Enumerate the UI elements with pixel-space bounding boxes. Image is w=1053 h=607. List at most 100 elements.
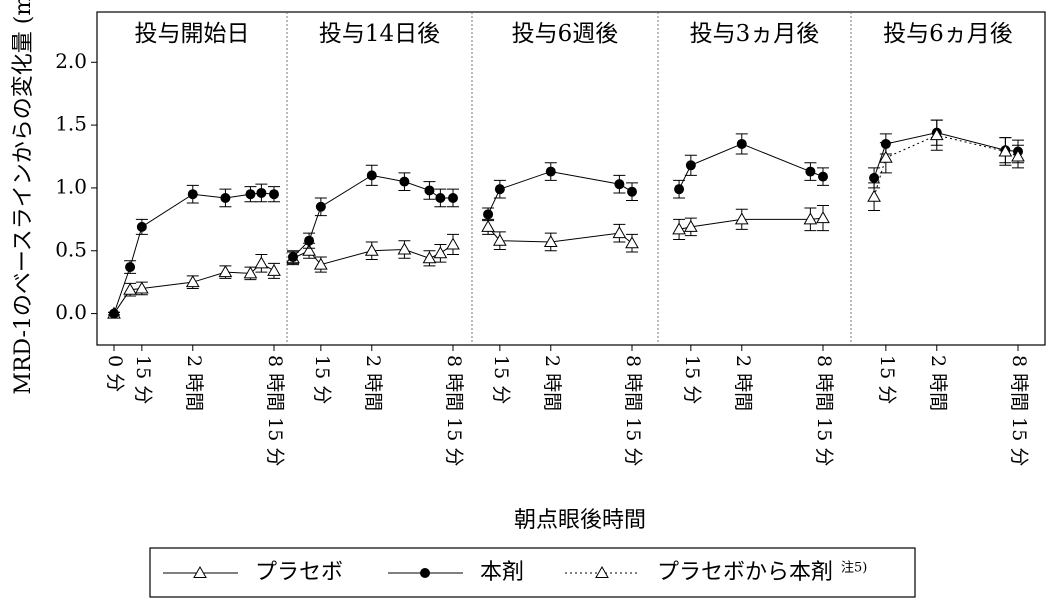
y-tick-label: 1.0	[55, 174, 87, 198]
legend-label: プラセボから本剤	[657, 560, 833, 585]
data-point	[364, 243, 379, 256]
data-point	[545, 166, 556, 177]
data-point	[625, 236, 639, 249]
x-tick-label: 2 時間	[183, 355, 205, 411]
series-line	[113, 192, 275, 314]
x-tick-label: 8 時間 15 分	[813, 355, 835, 466]
plot-frame	[96, 11, 1046, 346]
data-point	[612, 226, 627, 239]
data-point	[867, 189, 881, 202]
panel-title: 投与開始日	[135, 21, 250, 47]
panel-title: 投与14日後	[319, 21, 440, 47]
data-point	[304, 235, 315, 246]
x-tick-label: 15 分	[490, 355, 512, 404]
data-point	[424, 185, 435, 196]
series-line	[678, 143, 824, 190]
x-tick-label: 0 分	[104, 355, 126, 392]
data-point	[302, 243, 316, 256]
data-point	[736, 138, 747, 149]
data-point	[397, 242, 412, 255]
data-point	[448, 192, 458, 203]
x-tick-label: 15 分	[311, 355, 333, 404]
data-point	[1011, 149, 1025, 162]
data-point	[818, 171, 828, 182]
y-tick-label: 1.5	[55, 112, 87, 136]
x-tick-label: 15 分	[132, 355, 154, 404]
data-point	[220, 192, 231, 203]
data-point	[543, 234, 558, 247]
legend-note: 注5)	[841, 561, 867, 576]
x-tick-label: 15 分	[681, 355, 703, 404]
data-point	[734, 212, 749, 225]
data-point	[185, 275, 200, 288]
x-tick-label: 8 時間 15 分	[264, 355, 286, 466]
data-point	[672, 222, 686, 235]
series-line	[873, 132, 1019, 179]
series-line	[487, 226, 633, 244]
data-point	[243, 266, 258, 279]
y-tick-label: 2.0	[55, 49, 87, 73]
legend-box	[149, 547, 916, 598]
legend-label: 本剤	[480, 560, 524, 585]
x-tick-label: 8 時間 15 分	[622, 355, 644, 466]
data-point	[869, 172, 880, 183]
data-point	[109, 308, 119, 319]
data-point	[245, 189, 256, 200]
x-tick-label: 2 時間	[541, 355, 563, 411]
y-tick-label: 0.0	[55, 300, 87, 324]
data-point	[366, 170, 377, 181]
x-tick-label: 2 時間	[927, 355, 949, 411]
panel-title: 投与6ヵ月後	[883, 21, 1013, 47]
data-point	[435, 192, 446, 203]
data-point	[683, 219, 698, 232]
x-tick-label: 15 分	[876, 355, 898, 404]
data-point	[929, 128, 944, 141]
data-point	[399, 176, 410, 187]
data-point	[125, 262, 136, 273]
data-point	[267, 263, 281, 276]
data-point	[998, 144, 1013, 157]
data-point	[481, 219, 495, 232]
data-point	[187, 189, 198, 200]
series-line	[873, 134, 1019, 197]
data-point	[288, 252, 298, 263]
data-point	[446, 237, 460, 250]
data-point	[256, 187, 267, 198]
x-tick-label: 2 時間	[362, 355, 384, 411]
data-point	[494, 184, 505, 195]
data-point	[492, 233, 507, 246]
data-point	[123, 282, 137, 295]
panel-title: 投与3ヵ月後	[690, 21, 820, 47]
data-point	[627, 186, 637, 197]
data-point	[803, 212, 818, 225]
data-point	[685, 160, 696, 171]
legend-marker	[193, 565, 207, 578]
data-point	[313, 257, 328, 270]
legend-marker	[420, 568, 430, 578]
panel-title: 投与6週後	[512, 21, 619, 47]
data-point	[136, 221, 147, 232]
data-point	[483, 209, 494, 220]
x-tick-label: 2 時間	[732, 355, 754, 411]
x-tick-label: 8 時間 15 分	[443, 355, 465, 466]
y-tick-label: 0.5	[55, 237, 87, 261]
series-line	[487, 171, 633, 215]
y-axis-label: MRD-1のベースラインからの変化量 (mm)	[11, 0, 36, 395]
data-point	[269, 189, 279, 200]
data-point	[878, 150, 893, 163]
data-point	[674, 184, 685, 195]
legend-marker	[595, 565, 609, 578]
data-point	[614, 179, 625, 190]
legend-label: プラセボ	[255, 560, 343, 585]
x-tick-label: 8 時間 15 分	[1008, 355, 1030, 466]
data-point	[254, 256, 269, 269]
x-axis-label: 朝点眼後時間	[514, 508, 646, 533]
data-point	[134, 281, 149, 294]
data-point	[218, 265, 233, 278]
data-point	[315, 201, 326, 212]
data-point	[422, 251, 437, 264]
data-point	[816, 211, 830, 224]
series-line	[678, 217, 824, 230]
data-point	[433, 246, 448, 259]
